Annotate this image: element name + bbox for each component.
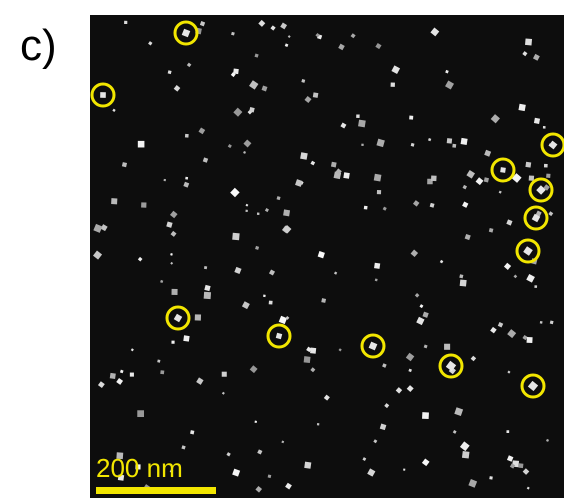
panel-label: c) [20, 21, 57, 70]
particle [269, 301, 273, 305]
particle [525, 38, 532, 45]
particle [304, 356, 311, 363]
figure-panel: c) 200 nm [0, 0, 564, 500]
particle [124, 21, 127, 24]
particle [190, 430, 194, 434]
particle [529, 175, 534, 180]
particle [361, 144, 363, 146]
particle [377, 190, 381, 194]
particle [171, 341, 174, 344]
particle [460, 279, 467, 286]
particle [364, 206, 368, 210]
particle [462, 451, 470, 459]
particle [310, 348, 316, 354]
particle [431, 175, 437, 181]
particle [204, 266, 207, 269]
particle [546, 174, 550, 178]
particle [137, 410, 144, 417]
particle [160, 370, 164, 374]
particle [461, 138, 468, 145]
particle [185, 177, 188, 180]
particle [263, 294, 266, 297]
particle [452, 144, 456, 148]
particle [444, 344, 450, 350]
particle [519, 463, 524, 468]
particle [343, 172, 349, 178]
particle [331, 162, 337, 168]
particle [534, 285, 537, 288]
particle [543, 126, 546, 129]
particle [506, 430, 509, 433]
particle [356, 114, 360, 118]
particle [138, 141, 145, 148]
particle [100, 92, 106, 98]
particle [525, 162, 531, 168]
scale-bar [96, 487, 216, 494]
particle [489, 476, 493, 480]
particle [544, 164, 548, 168]
particle [313, 92, 319, 98]
particle [358, 120, 366, 128]
particle [130, 373, 134, 377]
particle [317, 423, 319, 425]
particle [257, 213, 259, 215]
particle [164, 179, 166, 181]
micrograph [90, 15, 564, 498]
particle [233, 69, 239, 75]
particle [141, 202, 146, 207]
particle [518, 104, 525, 111]
particle [300, 152, 308, 160]
particle [111, 198, 117, 204]
particle [304, 462, 311, 469]
particle [422, 412, 429, 419]
particle [204, 292, 211, 299]
particle [171, 289, 177, 295]
particle [403, 468, 405, 470]
particle [232, 233, 239, 240]
particle [254, 421, 257, 424]
particle [374, 174, 382, 182]
particle [195, 314, 201, 320]
particle [185, 134, 189, 138]
particle [222, 372, 227, 377]
particle [183, 335, 189, 341]
particle [321, 298, 326, 303]
particle [157, 359, 160, 362]
particle [374, 263, 380, 269]
particle [110, 373, 116, 379]
particle [409, 116, 413, 120]
scale-bar-label: 200 nm [96, 453, 183, 483]
particle [527, 337, 533, 343]
particle [283, 209, 290, 216]
particle [500, 167, 506, 173]
particle [391, 83, 395, 87]
particle [447, 138, 452, 143]
particle [540, 321, 543, 324]
particle [245, 210, 247, 212]
particle [534, 118, 540, 124]
